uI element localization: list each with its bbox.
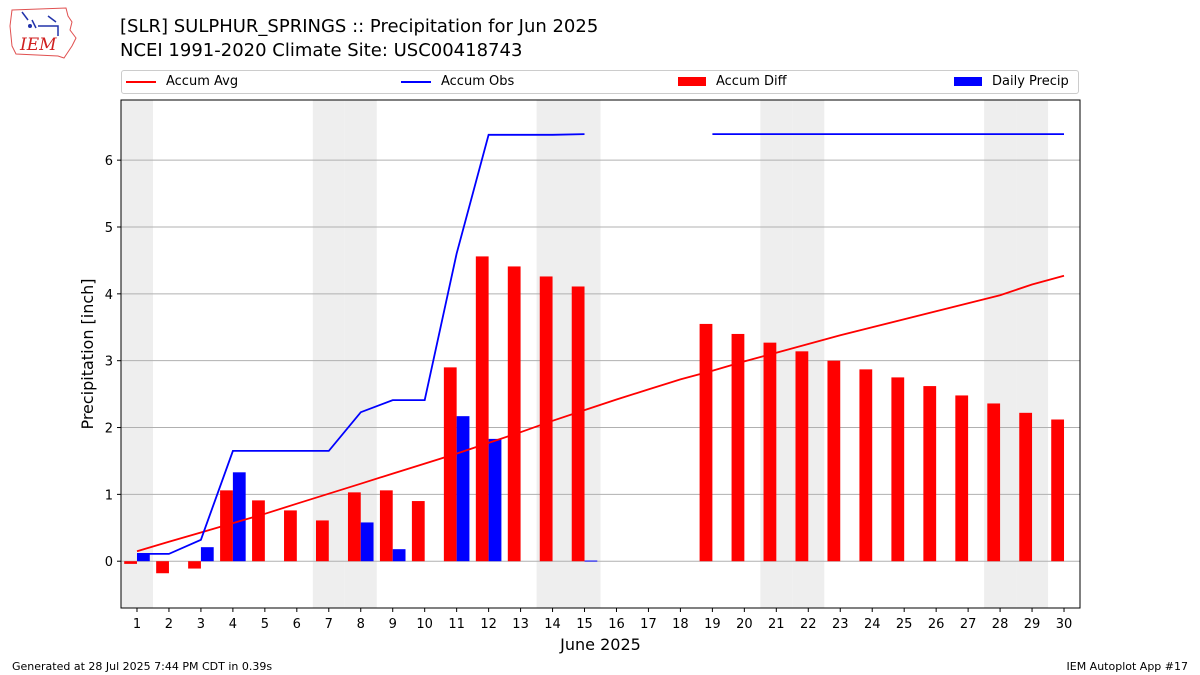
legend-item-accum-diff: Accum Diff: [678, 74, 787, 89]
daily-precip-bar: [200, 547, 214, 562]
x-tick-label: 17: [640, 617, 657, 632]
accum-diff-bar: [571, 286, 585, 562]
accum-diff-bar: [411, 501, 425, 562]
x-tick-label: 10: [416, 617, 433, 632]
legend-swatch-accum-obs: [401, 80, 431, 83]
footer-app: IEM Autoplot App #17: [1066, 660, 1189, 673]
legend-item-daily-precip: Daily Precip: [954, 74, 1069, 89]
x-tick-label: 3: [197, 617, 205, 632]
accum-diff-bar: [539, 276, 553, 562]
x-tick-label: 29: [1024, 617, 1041, 632]
daily-precip-bar: [584, 560, 598, 562]
legend-label-daily-precip: Daily Precip: [992, 74, 1069, 89]
legend: Accum Avg Accum Obs Accum Diff Daily Pre…: [121, 70, 1079, 94]
accum-diff-bar: [1019, 412, 1033, 562]
daily-precip-bar: [136, 553, 150, 562]
y-tick-label: 4: [105, 288, 113, 303]
accum-diff-bar: [124, 561, 137, 564]
x-tick-label: 23: [832, 617, 849, 632]
legend-swatch-accum-diff: [678, 77, 706, 86]
accum-diff-bar: [827, 360, 841, 562]
x-tick-label: 19: [704, 617, 721, 632]
accum-diff-bar: [156, 561, 169, 574]
legend-item-accum-obs: Accum Obs: [401, 74, 514, 89]
accum-diff-bar: [443, 367, 457, 562]
y-tick-label: 3: [105, 355, 113, 370]
accum-diff-bar: [347, 492, 361, 562]
accum-diff-bar: [987, 403, 1001, 562]
accum-diff-bar: [891, 377, 905, 562]
x-tick-label: 24: [864, 617, 881, 632]
accum-diff-bar: [763, 342, 777, 562]
accum-diff-bar: [507, 266, 521, 562]
legend-label-accum-obs: Accum Obs: [441, 74, 515, 89]
x-tick-label: 4: [229, 617, 237, 632]
x-tick-label: 30: [1056, 617, 1073, 632]
accum-diff-bar: [955, 395, 969, 562]
x-axis-label: June 2025: [559, 635, 641, 654]
chart-subtitle: NCEI 1991-2020 Climate Site: USC00418743: [120, 40, 523, 61]
x-tick-label: 15: [576, 617, 593, 632]
legend-item-accum-avg: Accum Avg: [126, 74, 238, 89]
x-tick-label: 28: [992, 617, 1009, 632]
x-tick-label: 13: [512, 617, 529, 632]
x-tick-label: 14: [544, 617, 561, 632]
plot-frame: [120, 99, 1081, 609]
y-tick-label: 2: [105, 422, 113, 437]
x-tick-label: 11: [448, 617, 465, 632]
accum-obs-line: [137, 133, 585, 555]
x-tick-label: 21: [768, 617, 785, 632]
weekend-shade: [121, 100, 153, 608]
x-tick-label: 5: [261, 617, 269, 632]
y-tick-label: 1: [105, 488, 113, 503]
accum-diff-bar: [252, 500, 265, 562]
accum-diff-bar: [379, 490, 393, 562]
accum-diff-bar: [1051, 419, 1065, 562]
x-tick-label: 26: [928, 617, 945, 632]
x-tick-label: 8: [357, 617, 365, 632]
daily-precip-bar: [456, 416, 470, 562]
logo-text: IEM: [19, 35, 57, 55]
daily-precip-bar: [232, 472, 246, 562]
x-tick-label: 18: [672, 617, 689, 632]
accum-diff-bar: [188, 561, 201, 569]
legend-swatch-daily-precip: [954, 77, 982, 86]
accum-diff-bar: [699, 323, 713, 562]
footer-generated: Generated at 28 Jul 2025 7:44 PM CDT in …: [12, 660, 273, 673]
x-tick-label: 6: [293, 617, 301, 632]
daily-precip-bar: [392, 549, 406, 562]
accum-diff-bar: [795, 351, 809, 562]
y-tick-label: 6: [105, 154, 113, 169]
accum-diff-bar: [731, 333, 745, 562]
x-tick-label: 1: [133, 617, 141, 632]
x-tick-label: 16: [608, 617, 625, 632]
legend-label-accum-avg: Accum Avg: [166, 74, 239, 89]
y-tick-label: 0: [105, 555, 113, 570]
x-tick-label: 7: [325, 617, 333, 632]
iem-logo: IEM: [9, 7, 77, 59]
accum-diff-bar: [315, 520, 329, 562]
x-tick-label: 9: [389, 617, 397, 632]
x-tick-label: 27: [960, 617, 977, 632]
chart-title: [SLR] SULPHUR_SPRINGS :: Precipitation f…: [120, 16, 599, 37]
daily-precip-bar: [360, 522, 374, 562]
accum-diff-bar: [475, 256, 489, 562]
legend-label-accum-diff: Accum Diff: [716, 74, 787, 89]
x-tick-label: 12: [480, 617, 497, 632]
y-tick-label: 5: [105, 221, 113, 236]
daily-precip-bar: [488, 438, 502, 562]
legend-swatch-accum-avg: [126, 80, 156, 83]
x-tick-label: 20: [736, 617, 753, 632]
accum-diff-bar: [284, 510, 297, 562]
y-axis-label: Precipitation [inch]: [78, 278, 97, 429]
accum-avg-line: [136, 274, 1065, 553]
x-tick-label: 25: [896, 617, 913, 632]
accum-diff-bar: [859, 369, 873, 562]
accum-diff-bar: [923, 386, 937, 562]
x-tick-label: 22: [800, 617, 817, 632]
x-tick-label: 2: [165, 617, 173, 632]
